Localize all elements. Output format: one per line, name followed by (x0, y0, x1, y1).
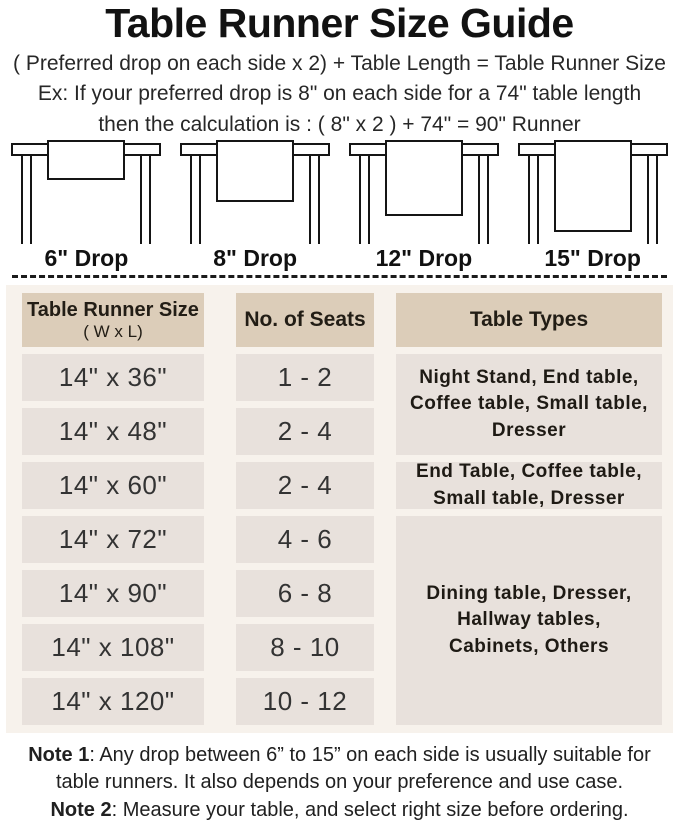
size-table: Table Runner Size ( W x L) 14" x 36" 14" … (6, 285, 673, 734)
table-types-cell: End Table, Coffee table, Small table, Dr… (396, 461, 662, 510)
table-leg-left (190, 154, 202, 244)
table-types-cell: Dining table, Dresser, Hallway tables, C… (396, 516, 662, 726)
column-runner-size: Table Runner Size ( W x L) 14" x 36" 14" … (22, 293, 204, 726)
table-leg-left (358, 154, 370, 244)
drop-label: 6" Drop (44, 244, 129, 271)
seats-cell: 4 - 6 (236, 516, 374, 564)
note-1-text: : Any drop between 6” to 15” on each sid… (55, 744, 651, 794)
runner-size-cell: 14" x 120" (22, 678, 204, 726)
table-leg-right (646, 154, 658, 244)
runner-size-cell: 14" x 60" (22, 462, 204, 510)
example-line-1: Ex: If your preferred drop is 8" on each… (37, 82, 642, 106)
seats-cell: 6 - 8 (236, 570, 374, 618)
table-leg-right (477, 154, 489, 244)
header-seats-title: No. of Seats (244, 308, 366, 332)
example-line-2: then the calculation is : ( 8" x 2 ) + 7… (98, 112, 581, 136)
header-table-types-title: Table Types (469, 308, 589, 332)
table-leg-right (140, 154, 152, 244)
table-drop-illustration: 6" Drop (2, 139, 171, 271)
table-line-drawing (515, 139, 671, 244)
seats-cell: 8 - 10 (236, 624, 374, 672)
table-line-drawing (346, 139, 502, 244)
header-runner-size-sub: ( W x L) (83, 321, 143, 341)
table-line-drawing (177, 139, 333, 244)
formula-line: ( Preferred drop on each side x 2) + Tab… (13, 51, 666, 75)
column-table-types: Table Types Night Stand, End table, Coff… (396, 293, 662, 726)
page-title: Table Runner Size Guide (105, 0, 574, 46)
drop-illustrations-row: 6" Drop 8" Drop 12" Drop 15" Drop (0, 139, 679, 271)
header-seats: No. of Seats (236, 293, 374, 348)
header-table-types: Table Types (396, 293, 662, 348)
seats-cell: 10 - 12 (236, 678, 374, 726)
header-runner-size: Table Runner Size ( W x L) (22, 293, 204, 348)
runner-size-cell: 14" x 36" (22, 354, 204, 402)
runner-size-cell: 14" x 72" (22, 516, 204, 564)
note-2-label: Note 2 (50, 798, 112, 821)
table-leg-left (21, 154, 33, 244)
table-leg-left (527, 154, 539, 244)
runner-shape (47, 139, 126, 180)
drop-label: 12" Drop (375, 244, 473, 271)
drop-label: 15" Drop (544, 244, 641, 271)
seats-cell: 1 - 2 (236, 354, 374, 402)
table-drop-illustration: 15" Drop (508, 139, 677, 271)
column-seats: No. of Seats 1 - 2 2 - 4 2 - 4 4 - 6 6 - 8 8 … (236, 293, 374, 726)
seats-cell: 2 - 4 (236, 408, 374, 456)
runner-size-cell: 14" x 108" (22, 624, 204, 672)
table-drop-illustration: 12" Drop (340, 139, 509, 271)
drop-label: 8" Drop (213, 244, 297, 271)
table-leg-right (309, 154, 321, 244)
table-line-drawing (8, 139, 164, 244)
runner-size-cell: 14" x 48" (22, 408, 204, 456)
seats-cell: 2 - 4 (236, 462, 374, 510)
table-drop-illustration: 8" Drop (171, 139, 340, 271)
note-2: Note 2: Measure your table, and select r… (6, 797, 674, 824)
notes-section: Note 1: Any drop between 6” to 15” on ea… (6, 742, 674, 824)
runner-shape (384, 139, 463, 216)
dashed-divider (12, 275, 667, 279)
runner-size-cell: 14" x 90" (22, 570, 204, 618)
note-1-label: Note 1 (28, 744, 90, 767)
header-runner-size-title: Table Runner Size (27, 298, 199, 321)
note-2-text: : Measure your table, and select right s… (111, 798, 629, 821)
note-1: Note 1: Any drop between 6” to 15” on ea… (6, 742, 674, 796)
runner-shape (216, 139, 295, 202)
runner-shape (553, 139, 632, 232)
table-types-cell: Night Stand, End table, Coffee table, Sm… (396, 354, 662, 456)
